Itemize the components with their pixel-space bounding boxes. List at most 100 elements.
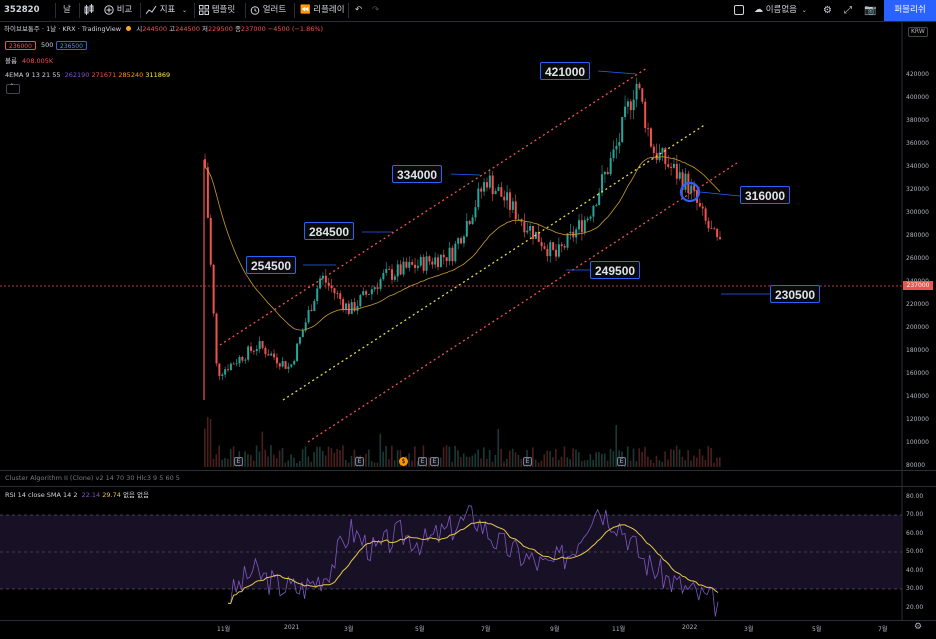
volume-bar [684,460,687,467]
candle [598,187,601,206]
callout-316000[interactable]: 316000 [740,186,791,204]
earnings-badge[interactable]: E [523,457,532,466]
earnings-badge[interactable]: E [418,457,427,466]
candle-body [494,190,497,195]
collapse-legend-button[interactable]: ˄ [6,83,20,94]
callout-249500[interactable]: 249500 [590,261,641,279]
chevron-down-icon: ⌄ [182,7,188,14]
candle-body [488,175,491,188]
volume-legend[interactable]: 볼륨 408.005K [5,57,53,66]
candle [508,188,511,218]
time-tick-label: 7월 [481,626,491,633]
pane-divider[interactable] [0,486,936,487]
volume-bar [644,446,646,467]
candle-body [531,225,534,239]
earnings-badge[interactable]: E [234,457,243,466]
indicators-button[interactable]: 지표 ⌄ [145,0,188,21]
time-axis-settings-button[interactable]: ⚙ [914,622,922,632]
candle [431,257,434,269]
compare-button[interactable]: 비교 [104,0,132,21]
candle-body [370,289,373,295]
candle-body [224,369,227,375]
symbol-search-button[interactable]: 352820 [4,5,40,15]
symbol-title[interactable]: 하이브보통주 · 1날 · KRX · TradingView [4,25,122,33]
cluster-indicator-legend[interactable]: Cluster Algorithm II (Clone) v2 14 70 30… [5,474,180,482]
currency-button[interactable]: KRW [908,27,928,37]
ema-value-3: 285240 [118,71,144,79]
layout-button[interactable]: ☁ 이름없음 ⌄ [754,0,807,21]
callout-334000[interactable]: 334000 [392,165,443,183]
candle [385,262,388,276]
snapshot-button[interactable]: 📷 [864,0,876,21]
volume-bar [301,449,304,467]
interval-button[interactable]: 날 [63,5,71,15]
rsi-legend[interactable]: RSI 14 close SMA 14 2 22.14 29.74 없음 없음 [5,491,149,500]
volume-bar [342,445,344,467]
volume-bar [569,459,571,467]
candle-body [471,217,474,225]
templates-button[interactable]: 템플릿 [199,0,235,21]
undo-button[interactable]: ↶ [355,0,362,21]
candle [287,362,290,373]
volume-bar [661,461,664,467]
settings-button[interactable]: ⚙ [823,0,832,21]
candle-body [232,363,235,365]
price-tick-label: 400000 [906,94,929,101]
candle-body [557,244,560,257]
candle-body [552,242,555,250]
ema-legend[interactable]: 4EMA 9 13 21 55 262190 271671 285240 311… [5,71,170,80]
candle-body [704,208,707,221]
candle-type-button[interactable] [84,0,94,21]
candle [603,170,606,183]
volume-bar [578,452,580,467]
dividend-badge[interactable]: $ [399,457,408,466]
earnings-badge[interactable]: E [355,457,364,466]
volume-bar [485,458,488,467]
candle-body [638,83,641,89]
candle [655,143,658,164]
candle [388,265,391,270]
candle-body [503,196,506,201]
volume-bar [319,446,321,467]
candle [690,178,693,200]
candle-body [393,276,396,280]
fullscreen-toggle-button[interactable] [734,0,744,21]
candle [221,372,224,381]
candle-body [658,152,661,161]
volume-bar [629,460,632,467]
volume-bar [333,453,336,467]
low-label: 저 [202,25,209,33]
fullscreen-button[interactable]: ⤢ [844,0,852,21]
candle-body [336,293,339,295]
candle-body [408,262,411,268]
sell-price-button[interactable]: 236000 [5,41,36,50]
candle-body [603,172,606,175]
indicators-label: 지표 [159,5,176,15]
volume-bar [339,450,341,467]
earnings-badge[interactable]: E [617,457,626,466]
earnings-badge[interactable]: E [430,457,439,466]
callout-284500[interactable]: 284500 [304,222,355,240]
candle [477,182,480,211]
publish-button[interactable]: 퍼블리쉬 [884,0,936,21]
volume-bar [408,453,410,467]
candle [319,275,322,290]
candle [425,251,428,275]
candle-body [221,374,224,376]
buy-price-button[interactable]: 236500 [56,41,87,50]
volume-bar [373,462,376,467]
callout-254500[interactable]: 254500 [246,256,297,274]
replay-button[interactable]: ⏪ 리플레이 [300,0,345,21]
callout-230500[interactable]: 230500 [770,285,821,303]
candle [460,236,463,245]
pane-divider[interactable] [0,470,936,471]
alert-button[interactable]: 얼러트 [250,0,286,21]
candle-body [500,187,503,197]
redo-button[interactable]: ↷ [372,0,379,21]
candle-body [652,146,655,154]
candle [353,297,356,313]
callout-peak[interactable]: 421000 [540,62,591,80]
volume-bar [626,446,629,467]
volume-bar [428,457,431,467]
